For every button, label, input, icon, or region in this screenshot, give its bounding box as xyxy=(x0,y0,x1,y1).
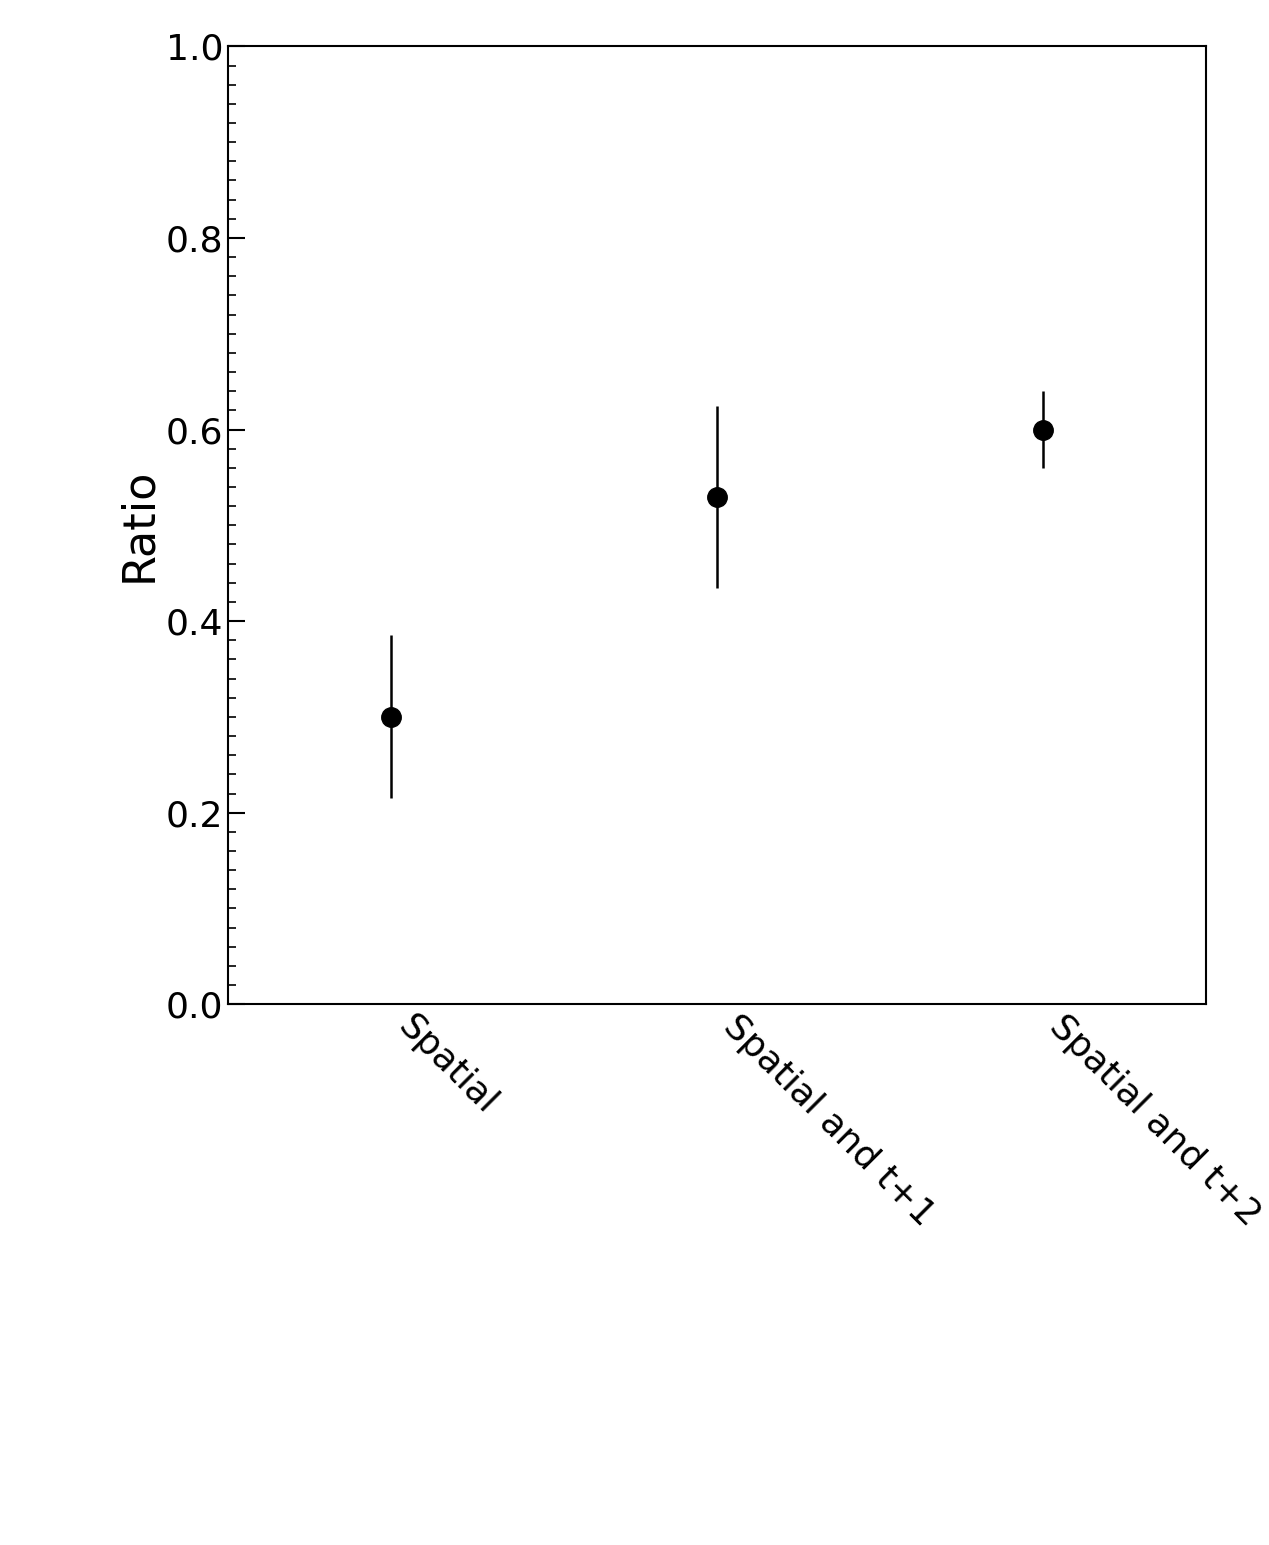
Y-axis label: Ratio: Ratio xyxy=(117,468,160,582)
